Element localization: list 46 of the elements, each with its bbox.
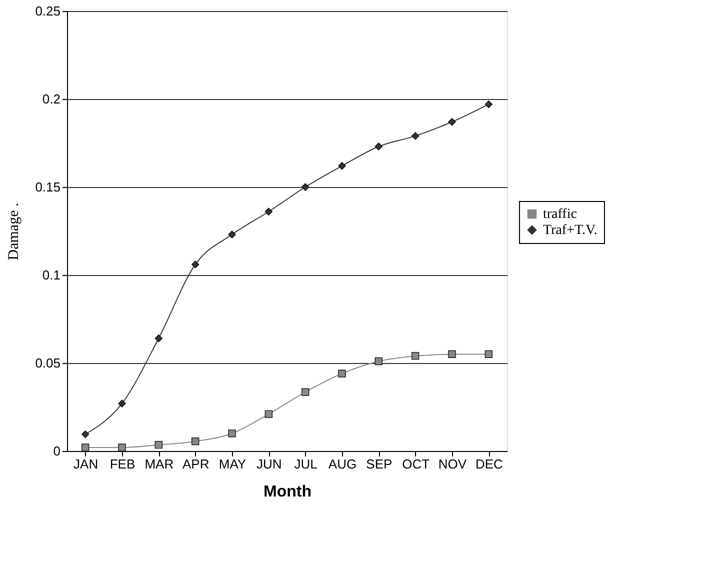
point — [374, 357, 382, 366]
point — [228, 430, 236, 438]
point — [118, 400, 126, 408]
x-tick-label: JUL — [294, 456, 318, 472]
point — [301, 388, 310, 396]
point — [154, 441, 162, 449]
y-tick-label: 0.15 — [35, 180, 60, 194]
x-tick-label: MAR — [144, 456, 174, 472]
point — [374, 142, 383, 150]
y-tick-label: 0.25 — [35, 4, 60, 18]
y-tick-label: 0.1 — [42, 268, 60, 282]
x-axis-title: Month — [264, 484, 312, 500]
x-tick-label: JAN — [74, 456, 98, 472]
point — [484, 100, 493, 108]
point — [118, 444, 126, 452]
legend-label: traffic — [543, 207, 577, 222]
y-tick-label: 0 — [53, 444, 60, 458]
y-tick-label: 0.05 — [35, 356, 60, 370]
legend-label: Traf+T.V. — [543, 223, 598, 238]
x-tick-label: DEC — [475, 456, 503, 472]
point — [411, 352, 420, 360]
point — [338, 370, 346, 378]
x-tick-label: NOV — [438, 456, 467, 472]
y-axis-title: Damage . — [6, 202, 22, 260]
point — [448, 118, 456, 126]
x-tick-label: FEB — [110, 456, 136, 472]
point — [228, 230, 236, 238]
point — [191, 437, 200, 446]
point — [411, 132, 420, 140]
point — [154, 334, 163, 342]
x-tick-label: SEP — [366, 456, 392, 472]
x-tick-label: OCT — [402, 456, 430, 472]
point — [264, 410, 272, 418]
x-tick-label: MAY — [218, 456, 246, 472]
point — [191, 260, 200, 268]
x-tick-label: APR — [182, 456, 210, 472]
point — [81, 430, 90, 438]
point — [264, 208, 273, 216]
point — [301, 183, 310, 191]
point — [81, 444, 90, 452]
point — [484, 350, 492, 358]
x-tick-label: AUG — [328, 456, 357, 472]
point — [448, 350, 456, 358]
x-tick-label: JUN — [256, 456, 282, 472]
y-tick-label: 0.2 — [42, 92, 60, 106]
point — [338, 162, 346, 170]
